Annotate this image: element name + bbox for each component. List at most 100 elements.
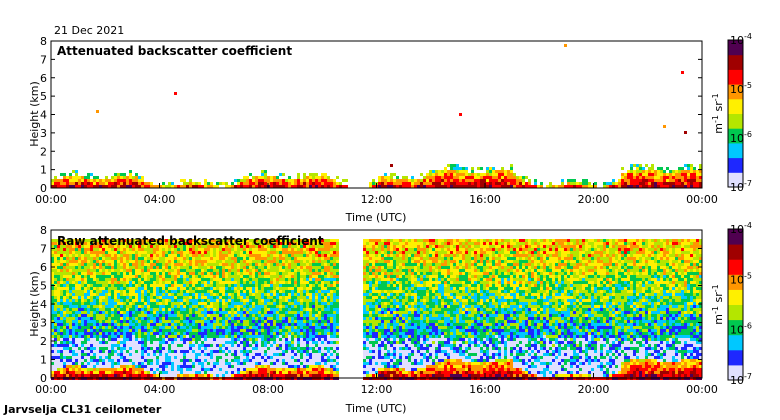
heatmap-cell <box>108 305 111 308</box>
heatmap-cell <box>441 176 444 179</box>
heatmap-cell <box>456 185 459 188</box>
heatmap-cell <box>204 287 207 290</box>
heatmap-cell <box>699 164 702 167</box>
heatmap-cell <box>255 329 258 332</box>
heatmap-cell <box>267 287 270 290</box>
heatmap-cell <box>117 239 120 242</box>
heatmap-cell <box>96 281 99 284</box>
heatmap-cell <box>171 284 174 287</box>
heatmap-cell <box>192 374 195 377</box>
heatmap-cell <box>681 173 684 176</box>
heatmap-cell <box>144 287 147 290</box>
heatmap-cell <box>174 347 177 350</box>
heatmap-cell <box>51 332 54 335</box>
heatmap-cell <box>246 320 249 323</box>
heatmap-cell <box>57 290 60 293</box>
heatmap-cell <box>114 314 117 317</box>
heatmap-cell <box>213 251 216 254</box>
heatmap-cell <box>231 374 234 377</box>
heatmap-cell <box>228 293 231 296</box>
heatmap-cell <box>204 239 207 242</box>
heatmap-cell <box>270 314 273 317</box>
heatmap-cell <box>75 176 78 179</box>
heatmap-cell <box>471 167 474 170</box>
heatmap-cell <box>138 341 141 344</box>
heatmap-cell <box>93 299 96 302</box>
heatmap-cell <box>57 368 60 371</box>
heatmap-cell <box>102 323 105 326</box>
heatmap-cell <box>639 164 642 167</box>
heatmap-cell <box>222 347 225 350</box>
heatmap-cell <box>198 302 201 305</box>
heatmap-cell <box>228 275 231 278</box>
heatmap-cell <box>183 368 186 371</box>
heatmap-cell <box>270 182 273 185</box>
heatmap-cell <box>195 281 198 284</box>
heatmap-cell <box>204 248 207 251</box>
heatmap-cell <box>168 182 171 185</box>
heatmap-cell <box>198 371 201 374</box>
heatmap-cell <box>222 260 225 263</box>
heatmap-cell <box>78 347 81 350</box>
heatmap-cell <box>99 242 102 245</box>
heatmap-cell <box>522 179 525 182</box>
heatmap-cell <box>405 182 408 185</box>
heatmap-cell <box>147 281 150 284</box>
heatmap-cell <box>108 347 111 350</box>
heatmap-cell <box>306 254 309 257</box>
heatmap-cell <box>213 245 216 248</box>
heatmap-cell <box>168 362 171 365</box>
heatmap-cell <box>144 254 147 257</box>
heatmap-cell <box>273 275 276 278</box>
heatmap-cell <box>126 248 129 251</box>
heatmap-cell <box>213 284 216 287</box>
heatmap-cell <box>291 362 294 365</box>
heatmap-cell <box>81 293 84 296</box>
heatmap-cell <box>180 329 183 332</box>
heatmap-cell <box>204 296 207 299</box>
heatmap-cell <box>171 344 174 347</box>
heatmap-cell <box>249 245 252 248</box>
heatmap-cell <box>126 266 129 269</box>
heatmap-cell <box>192 317 195 320</box>
x-tick-label: 08:00 <box>252 193 284 206</box>
heatmap-cell <box>108 293 111 296</box>
heatmap-cell <box>393 185 396 188</box>
heatmap-cell <box>84 272 87 275</box>
heatmap-cell <box>639 176 642 179</box>
heatmap-cell <box>162 281 165 284</box>
heatmap-cell <box>651 170 654 173</box>
heatmap-cell <box>63 302 66 305</box>
heatmap-cell <box>168 344 171 347</box>
heatmap-cell <box>252 296 255 299</box>
heatmap-cell <box>276 341 279 344</box>
heatmap-cell <box>111 347 114 350</box>
heatmap-cell <box>264 248 267 251</box>
heatmap-cell <box>231 251 234 254</box>
heatmap-cell <box>111 344 114 347</box>
heatmap-cell <box>63 362 66 365</box>
heatmap-cell <box>144 335 147 338</box>
heatmap-cell <box>270 251 273 254</box>
heatmap-cell <box>75 284 78 287</box>
heatmap-cell <box>498 170 501 173</box>
heatmap-cell <box>204 251 207 254</box>
heatmap-cell <box>444 176 447 179</box>
heatmap-cell <box>645 185 648 188</box>
heatmap-cell <box>75 311 78 314</box>
heatmap-cell <box>180 320 183 323</box>
heatmap-cell <box>186 185 189 188</box>
heatmap-cell <box>63 284 66 287</box>
heatmap-cell <box>486 167 489 170</box>
heatmap-cell <box>291 302 294 305</box>
heatmap-cell <box>192 335 195 338</box>
heatmap-cell <box>216 245 219 248</box>
heatmap-cell <box>648 170 651 173</box>
heatmap-cell <box>60 239 63 242</box>
heatmap-cell <box>141 314 144 317</box>
heatmap-cell <box>228 332 231 335</box>
heatmap-cell <box>126 251 129 254</box>
heatmap-cell <box>141 371 144 374</box>
heatmap-cell <box>189 287 192 290</box>
heatmap-cell <box>75 179 78 182</box>
